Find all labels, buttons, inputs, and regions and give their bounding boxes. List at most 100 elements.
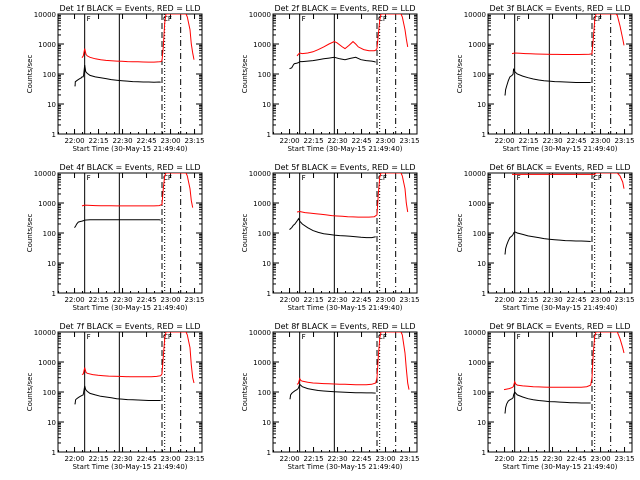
y-tick-label: 100 (258, 389, 271, 397)
flag-label-start: F (302, 333, 306, 341)
x-tick-label: 23:00 (590, 137, 610, 145)
event-rate-line (504, 391, 591, 414)
x-tick-label: 22:45 (351, 137, 371, 145)
x-tick-label: 22:30 (112, 296, 132, 304)
detector-panel-4: Det 4f BLACK = Events, RED = LLD 1 10 100 10… (26, 163, 205, 312)
x-axis-label: Start Time (30-May-15 21:49:40) (287, 145, 402, 153)
x-tick-label: 22:00 (279, 296, 299, 304)
y-tick-label: 1000 (38, 200, 56, 208)
y-tick-label: 1 (482, 449, 486, 457)
y-tick-label: 1000 (468, 41, 486, 49)
detector-panel-5: Det 5f BLACK = Events, RED = LLD 1 10 100 10… (241, 163, 420, 312)
x-tick-label: 22:45 (136, 455, 156, 463)
flag-label-start: F (87, 174, 91, 182)
y-axis-label: Counts/sec (26, 55, 34, 94)
y-tick-label: 1 (482, 290, 486, 298)
x-axis-label: Start Time (30-May-15 21:49:40) (502, 145, 617, 153)
flag-label-end: CF (593, 174, 602, 182)
flag-label-end: CF (593, 333, 602, 341)
y-tick-label: 1 (482, 131, 486, 139)
x-tick-label: 22:30 (112, 455, 132, 463)
y-tick-label: 10 (477, 260, 486, 268)
y-tick-label: 1000 (468, 359, 486, 367)
y-tick-label: 10000 (34, 170, 56, 178)
x-tick-label: 22:15 (303, 296, 323, 304)
y-tick-label: 1000 (38, 41, 56, 49)
y-tick-label: 1 (267, 449, 271, 457)
event-rate-line (504, 231, 591, 255)
y-tick-label: 1000 (253, 200, 271, 208)
x-tick-label: 22:00 (64, 296, 84, 304)
flag-label-end: CF (163, 15, 172, 23)
x-tick-label: 23:15 (399, 137, 419, 145)
x-tick-label: 22:30 (542, 455, 562, 463)
x-tick-label: 22:30 (327, 137, 347, 145)
lld-rate-line (81, 173, 194, 208)
flag-label-end: CF (163, 174, 172, 182)
y-tick-label: 10 (47, 419, 56, 427)
y-tick-label: 1000 (253, 41, 271, 49)
panel-title: Det 8f BLACK = Events, RED = LLD (274, 322, 415, 331)
lld-rate-line (296, 14, 409, 57)
x-tick-label: 22:15 (88, 137, 108, 145)
x-tick-label: 22:45 (566, 137, 586, 145)
panel-title: Det 3f BLACK = Events, RED = LLD (489, 4, 630, 13)
panel-title: Det 4f BLACK = Events, RED = LLD (59, 163, 200, 172)
x-axis-label: Start Time (30-May-15 21:49:40) (287, 463, 402, 471)
x-tick-label: 23:00 (375, 455, 395, 463)
y-tick-label: 1 (267, 290, 271, 298)
x-axis-label: Start Time (30-May-15 21:49:40) (72, 304, 187, 312)
y-tick-label: 10000 (464, 170, 486, 178)
event-rate-line (289, 217, 376, 239)
x-tick-label: 23:00 (160, 455, 180, 463)
x-tick-label: 22:15 (303, 455, 323, 463)
detector-panel-7: Det 7f BLACK = Events, RED = LLD 1 10 100 10… (26, 322, 205, 471)
y-axis-label: Counts/sec (456, 373, 464, 412)
x-tick-label: 22:45 (566, 455, 586, 463)
y-axis-label: Counts/sec (241, 214, 249, 253)
flag-label-start: F (302, 174, 306, 182)
lld-rate-line (503, 332, 625, 391)
y-tick-label: 100 (473, 71, 486, 79)
event-rate-line (74, 385, 161, 405)
flag-label-end: CF (593, 15, 602, 23)
event-rate-line (289, 383, 376, 400)
y-tick-label: 100 (43, 71, 56, 79)
y-axis-label: Counts/sec (456, 55, 464, 94)
x-tick-label: 22:15 (518, 137, 538, 145)
y-tick-label: 100 (43, 389, 56, 397)
flag-label-start: F (517, 174, 521, 182)
y-tick-label: 100 (258, 230, 271, 238)
y-axis-label: Counts/sec (456, 214, 464, 253)
lld-rate-line (81, 14, 195, 63)
x-tick-label: 23:15 (184, 296, 204, 304)
x-tick-label: 23:00 (375, 137, 395, 145)
y-tick-label: 100 (473, 389, 486, 397)
x-tick-label: 23:00 (160, 296, 180, 304)
x-axis-label: Start Time (30-May-15 21:49:40) (72, 145, 187, 153)
y-tick-label: 1 (267, 131, 271, 139)
y-tick-label: 100 (43, 230, 56, 238)
flag-label-end: CF (163, 333, 172, 341)
y-tick-label: 10 (47, 101, 56, 109)
x-tick-label: 23:00 (590, 455, 610, 463)
x-tick-label: 23:15 (184, 137, 204, 145)
lld-rate-line (81, 332, 195, 384)
y-tick-label: 10 (262, 419, 271, 427)
detector-panel-1: Det 1f BLACK = Events, RED = LLD 1 10 100 10… (26, 4, 205, 153)
flag-label-end: CF (378, 333, 387, 341)
flag-label-start: F (87, 333, 91, 341)
y-tick-label: 1 (52, 290, 56, 298)
event-rate-line (74, 219, 161, 228)
flag-label-end: CF (378, 174, 387, 182)
event-rate-line (74, 64, 161, 87)
panel-title: Det 5f BLACK = Events, RED = LLD (274, 163, 415, 172)
lld-rate-line (296, 173, 409, 218)
x-axis-label: Start Time (30-May-15 21:49:40) (72, 463, 187, 471)
x-tick-label: 22:45 (566, 296, 586, 304)
x-tick-label: 22:15 (518, 455, 538, 463)
flag-label-start: F (517, 333, 521, 341)
x-tick-label: 22:15 (88, 296, 108, 304)
